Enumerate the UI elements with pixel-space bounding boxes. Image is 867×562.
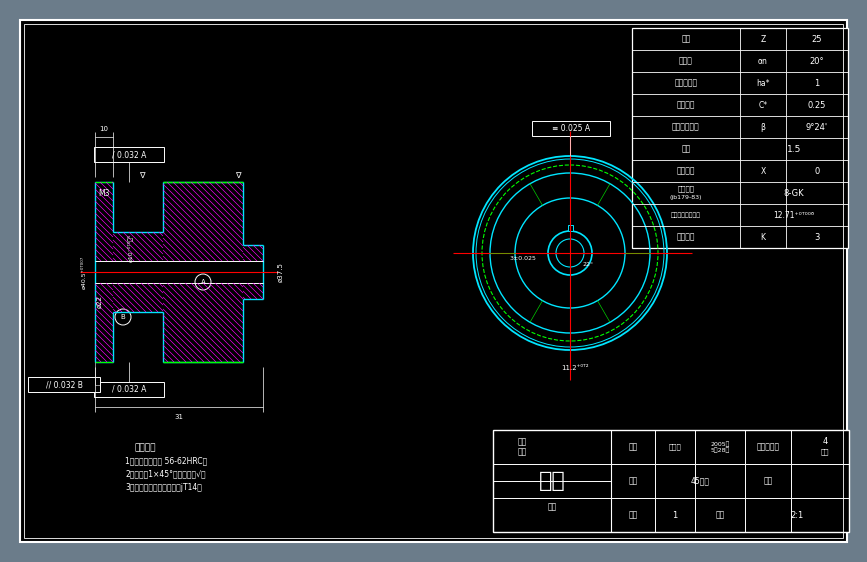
Text: ≡ 0.025 A: ≡ 0.025 A — [552, 124, 590, 133]
Text: 1: 1 — [814, 79, 819, 88]
Text: ø37.5: ø37.5 — [278, 262, 284, 282]
Bar — [94, 382, 164, 397]
Text: 公法弦长度及偏差: 公法弦长度及偏差 — [671, 212, 701, 218]
Text: ∇: ∇ — [235, 170, 241, 179]
Text: 45号锂: 45号锂 — [690, 477, 709, 486]
Bar — [568, 225, 572, 231]
Text: 审核: 审核 — [518, 437, 527, 446]
Text: M3: M3 — [98, 189, 110, 198]
Text: // 0.032 B: // 0.032 B — [46, 380, 82, 389]
Text: 1: 1 — [673, 510, 678, 519]
Text: 变位系数: 变位系数 — [677, 166, 695, 175]
Bar — [94, 147, 164, 162]
Text: 重量: 重量 — [763, 477, 772, 486]
Text: αn: αn — [758, 57, 768, 66]
Text: X: X — [760, 166, 766, 175]
Text: 20°: 20° — [810, 57, 825, 66]
Text: 图号: 图号 — [821, 448, 829, 455]
Text: 8-GK: 8-GK — [784, 188, 805, 197]
Bar — [632, 28, 848, 248]
Text: 22°: 22° — [583, 262, 594, 268]
Text: 3±0.025: 3±0.025 — [509, 256, 536, 261]
Text: 精度等级: 精度等级 — [677, 185, 694, 192]
Text: 0.25: 0.25 — [808, 101, 826, 110]
Text: 3: 3 — [814, 233, 819, 242]
Text: 11.2⁺⁰ᵀ²: 11.2⁺⁰ᵀ² — [561, 365, 589, 371]
Text: 齿顶高系数: 齿顶高系数 — [675, 79, 698, 88]
Text: 0: 0 — [814, 166, 819, 175]
Bar — [28, 377, 100, 392]
Text: 技术要求: 技术要求 — [134, 443, 156, 452]
Text: 设计: 设计 — [629, 442, 637, 451]
Text: 分度圆螺旋角: 分度圆螺旋角 — [672, 123, 700, 132]
Text: ∇: ∇ — [139, 170, 144, 179]
Text: A: A — [200, 279, 205, 285]
Bar — [493, 430, 849, 532]
Text: 25: 25 — [812, 34, 822, 43]
Text: ha*: ha* — [756, 79, 770, 88]
Text: 2:1: 2:1 — [791, 510, 804, 519]
Text: 1.5: 1.5 — [787, 144, 801, 153]
Bar — [532, 121, 610, 136]
Text: ø10⁻⁰ᵀ⁰⁳⁵: ø10⁻⁰ᵀ⁰⁳⁵ — [128, 234, 134, 262]
Text: 顶隙系数: 顶隙系数 — [677, 101, 695, 110]
Text: 齿数: 齿数 — [681, 34, 691, 43]
Text: 设计: 设计 — [518, 447, 527, 456]
Text: ø40.5⁺⁰ᵀ⁰⁰⁷: ø40.5⁺⁰ᵀ⁰⁰⁷ — [81, 255, 87, 289]
Text: / 0.032 A: / 0.032 A — [112, 150, 147, 159]
Text: 12.71⁺⁰ᵀ⁰⁰⁶: 12.71⁺⁰ᵀ⁰⁰⁶ — [773, 211, 814, 220]
Text: (jb179-83): (jb179-83) — [669, 194, 702, 200]
Text: 1：齿面渗炭淡火 56-62HRC。: 1：齿面渗炭淡火 56-62HRC。 — [125, 456, 207, 465]
Text: 模数: 模数 — [681, 144, 691, 153]
Text: 付晓晖: 付晓晖 — [668, 443, 681, 450]
Text: 审核: 审核 — [547, 502, 557, 511]
Text: 跳测齿数: 跳测齿数 — [677, 233, 695, 242]
Text: 齿轮: 齿轮 — [538, 471, 565, 491]
Text: 4: 4 — [823, 437, 828, 446]
Text: 9°24': 9°24' — [806, 123, 828, 132]
Text: ø22: ø22 — [97, 296, 103, 309]
Text: 材料: 材料 — [629, 477, 637, 486]
Text: 31: 31 — [174, 414, 184, 420]
Text: 3：未标注公差尺寸精度为jT14。: 3：未标注公差尺寸精度为jT14。 — [125, 483, 202, 492]
Text: 数量: 数量 — [629, 510, 637, 519]
Text: 董技花学院: 董技花学院 — [756, 442, 779, 451]
Text: β: β — [760, 123, 766, 132]
Text: / 0.032 A: / 0.032 A — [112, 385, 147, 394]
Text: K: K — [760, 233, 766, 242]
Text: 2：倒角为1×45°，粗糙度为√。: 2：倒角为1×45°，粗糙度为√。 — [125, 469, 205, 478]
Text: 2005年
5月28日: 2005年 5月28日 — [710, 441, 730, 453]
Text: 齿形角: 齿形角 — [679, 57, 693, 66]
Text: 比例: 比例 — [715, 510, 725, 519]
Text: Z: Z — [760, 34, 766, 43]
Text: B: B — [121, 314, 126, 320]
Text: C*: C* — [759, 101, 767, 110]
Text: 10: 10 — [100, 126, 108, 132]
